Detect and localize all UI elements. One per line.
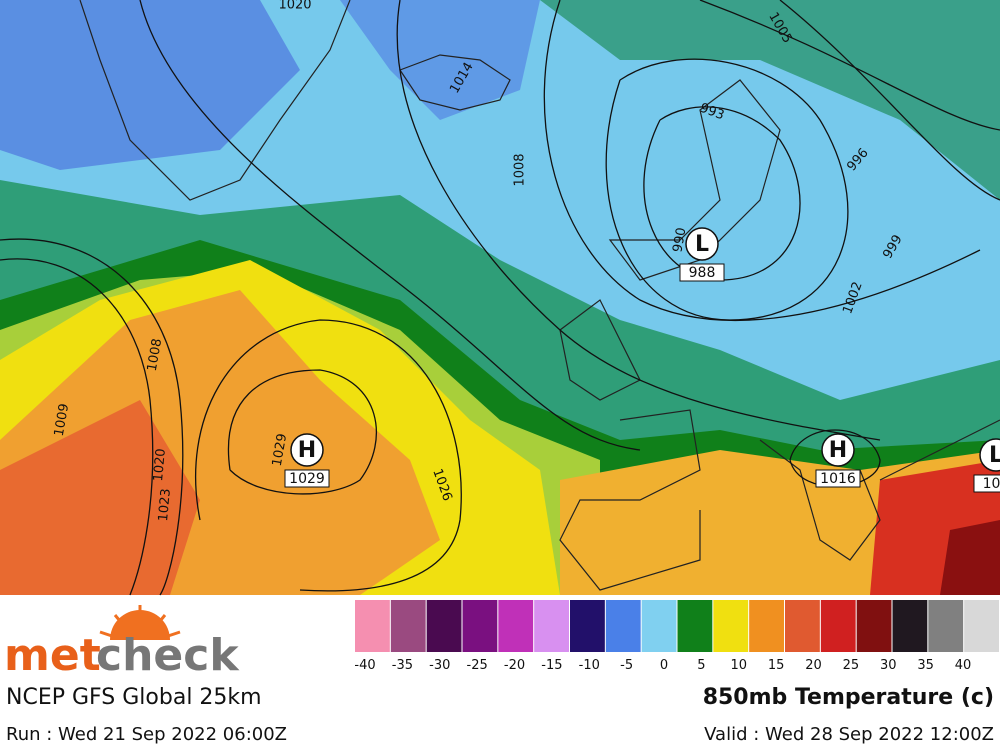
isobar-label: 1029	[270, 432, 291, 467]
pressure-center: L 988	[679, 227, 725, 282]
pressure-center: H 1016	[815, 433, 861, 488]
legend-label: -5	[620, 658, 633, 673]
legend-label: 35	[917, 658, 934, 673]
logo-text: met	[4, 630, 101, 681]
center-label-box	[679, 263, 725, 282]
logo-rays	[99, 605, 181, 638]
legend-label: 0	[660, 658, 668, 673]
legend-swatch	[570, 600, 605, 652]
hot-region	[0, 400, 200, 595]
legend-swatch	[641, 600, 677, 652]
legend: -40 -35 -30 -25 -20 -15 -10 -5 0 5 10 15 20 25 30 35 40	[354, 600, 999, 673]
isobar	[0, 258, 154, 596]
isobar-label: 1008	[145, 337, 166, 372]
model-name: NCEP GFS Global 25km	[6, 685, 262, 710]
isobar-label: 1020	[278, 0, 311, 13]
isobar	[699, 0, 1000, 131]
legend-label: -20	[504, 658, 525, 673]
legend-swatch	[498, 600, 534, 652]
legend-label: 40	[955, 658, 972, 673]
logo-text: check	[96, 630, 240, 681]
legend-label: 20	[805, 658, 822, 673]
legend-label: -10	[579, 658, 600, 673]
center-symbol: L	[695, 232, 709, 257]
cold-region	[340, 0, 540, 120]
center-label-box	[973, 474, 1000, 493]
center-pressure: 100	[983, 476, 1000, 492]
center-pressure: 1016	[820, 471, 856, 487]
legend-swatch	[856, 600, 892, 652]
center-label-box	[284, 469, 330, 488]
isobar	[0, 238, 184, 596]
logo: met check	[4, 605, 240, 681]
center-marker	[290, 433, 324, 467]
valid-time: Valid : Wed 28 Sep 2022 12:00Z	[704, 724, 994, 745]
legend-label: -35	[392, 658, 413, 673]
legend-label: -15	[541, 658, 562, 673]
center-marker	[979, 438, 1000, 472]
legend-swatch	[713, 600, 749, 652]
isobar-label: 1020	[151, 448, 169, 482]
legend-swatch	[426, 600, 462, 652]
legend-swatch	[355, 600, 390, 652]
center-pressure: 1029	[289, 471, 325, 487]
legend-swatch	[462, 600, 498, 652]
legend-swatch	[785, 600, 820, 652]
legend-label: 30	[880, 658, 897, 673]
mild-region	[540, 0, 1000, 200]
isobar	[543, 0, 981, 322]
legend-label: 25	[843, 658, 860, 673]
pressure-center: H 1029	[284, 433, 330, 488]
isobar	[605, 58, 849, 321]
center-pressure: 988	[689, 265, 716, 281]
hot-region	[940, 520, 1000, 595]
map-title: 850mb Temperature (c)	[703, 685, 994, 710]
center-symbol: H	[829, 438, 847, 463]
legend-label: 10	[730, 658, 747, 673]
coastline	[79, 0, 351, 201]
legend-swatch	[534, 600, 569, 652]
legend-swatch	[820, 600, 856, 652]
legend-swatch	[605, 600, 641, 652]
center-label-box	[815, 469, 861, 488]
run-time: Run : Wed 21 Sep 2022 06:00Z	[6, 724, 287, 745]
legend-swatch	[892, 600, 928, 652]
isobar-label: 1009	[52, 402, 73, 437]
isobar	[789, 429, 881, 488]
legend-swatch	[677, 600, 713, 652]
isobar	[643, 106, 801, 281]
legend-swatch	[390, 600, 426, 652]
legend-swatch	[749, 600, 784, 652]
isobar	[195, 319, 462, 592]
legend-label: -25	[467, 658, 488, 673]
isobar	[227, 369, 378, 495]
isobar-label: 990	[670, 226, 689, 253]
pressure-center: L 100	[973, 438, 1000, 493]
isobar	[396, 0, 881, 441]
coastline	[399, 54, 511, 111]
legend-label: -40	[354, 658, 375, 673]
legend-label: -30	[429, 658, 450, 673]
isobar-label: 1023	[156, 488, 174, 522]
map	[0, 0, 1000, 596]
center-symbol: L	[989, 443, 1000, 468]
legend-swatch	[928, 600, 964, 652]
legend-swatch	[964, 600, 999, 652]
cold-region	[0, 0, 300, 170]
isobar-label: 1008	[513, 153, 528, 186]
center-marker	[685, 227, 719, 261]
isobar	[139, 0, 641, 451]
legend-label: 15	[768, 658, 785, 673]
legend-label: 5	[697, 658, 705, 673]
logo-sun	[110, 610, 170, 640]
isobar	[779, 0, 1000, 201]
center-marker	[821, 433, 855, 467]
center-symbol: H	[298, 438, 316, 463]
